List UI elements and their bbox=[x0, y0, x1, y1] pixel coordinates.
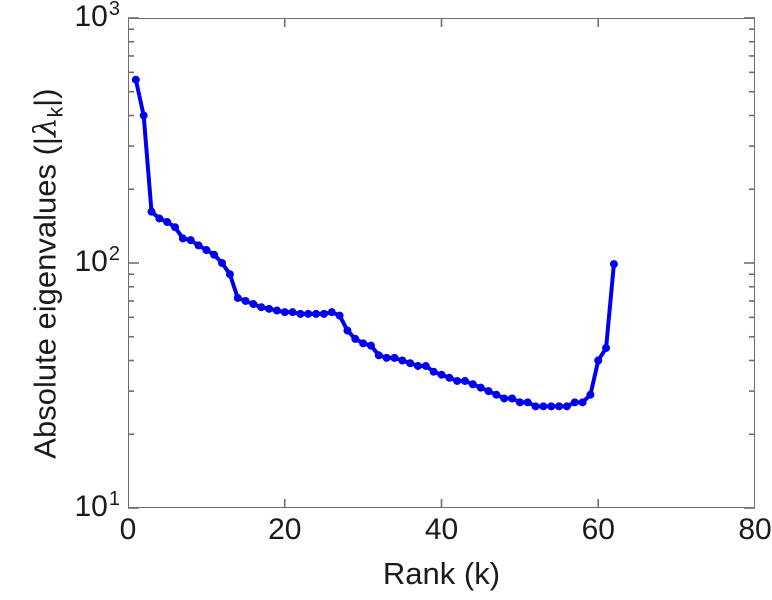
x-tick-label-80: 80 bbox=[738, 513, 772, 546]
x-tick-label-20: 20 bbox=[268, 513, 302, 546]
y-tick-mantissa: 10 bbox=[74, 0, 108, 33]
plot-area bbox=[128, 18, 755, 508]
y-tick-mantissa: 10 bbox=[74, 490, 108, 523]
y-axis-title: Absolute eigenvalues (|λk|) bbox=[27, 0, 68, 554]
y-tick-label-10: 101 bbox=[2, 488, 121, 523]
y-tick-mantissa: 10 bbox=[74, 245, 108, 278]
y-tick-label-1000: 103 bbox=[2, 0, 121, 33]
x-tick-label-0: 0 bbox=[119, 513, 137, 546]
lambda-subscript: k bbox=[44, 106, 68, 118]
y-axis-title-prefix: Absolute eigenvalues (| bbox=[27, 137, 63, 459]
y-tick-label-100: 102 bbox=[2, 243, 121, 278]
x-tick-label-60: 60 bbox=[581, 513, 615, 546]
y-tick-exponent: 2 bbox=[108, 243, 120, 265]
x-tick-label-40: 40 bbox=[424, 513, 459, 546]
lambda-symbol: λ bbox=[27, 117, 64, 138]
y-tick-exponent: 3 bbox=[108, 0, 120, 20]
y-tick-exponent: 1 bbox=[108, 488, 120, 510]
y-axis-tick-labels: 101 102 103 bbox=[0, 0, 121, 600]
x-axis-title: Rank (k) bbox=[382, 556, 501, 591]
y-axis-title-suffix: |) bbox=[27, 88, 63, 107]
